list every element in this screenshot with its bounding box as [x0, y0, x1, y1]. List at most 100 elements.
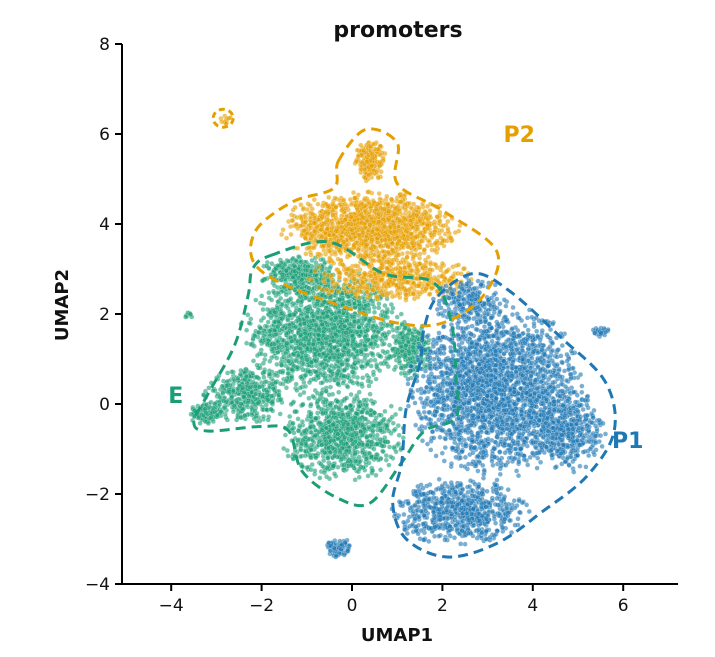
scatter-point [388, 403, 394, 409]
scatter-point [208, 415, 214, 421]
scatter-point [276, 392, 282, 398]
scatter-point [374, 441, 380, 447]
scatter-point [391, 444, 397, 450]
scatter-point [245, 400, 251, 406]
scatter-point [305, 306, 311, 313]
scatter-point [352, 319, 358, 325]
scatter-point [278, 362, 285, 368]
scatter-point [257, 300, 263, 306]
scatter-point [277, 397, 283, 403]
scatter-point [350, 369, 356, 375]
scatter-point [322, 365, 328, 371]
scatter-point [315, 253, 321, 259]
scatter-point [307, 424, 313, 430]
scatter-point [333, 228, 339, 234]
scatter-point [333, 315, 339, 321]
scatter-point [399, 334, 406, 340]
scatter-point [269, 297, 275, 303]
scatter-point [359, 432, 365, 438]
scatter-point [315, 373, 321, 379]
scatter-point [260, 306, 266, 313]
scatter-point [334, 371, 340, 377]
scatter-point [197, 420, 203, 426]
scatter-point [279, 310, 285, 316]
scatter-point [250, 379, 256, 385]
scatter-point [397, 358, 403, 364]
scatter-point [368, 454, 375, 460]
scatter-point [326, 242, 332, 248]
scatter-point [269, 399, 275, 405]
scatter-point [354, 374, 361, 381]
scatter-point [317, 420, 323, 426]
scatter-point [319, 214, 325, 220]
scatter-point [226, 389, 232, 395]
scatter-point [294, 409, 300, 415]
scatter-point [331, 471, 338, 477]
scatter-point [266, 371, 272, 377]
scatter-point [362, 209, 369, 215]
scatter-point [269, 393, 275, 399]
scatter-point [359, 364, 365, 370]
scatter-point [272, 309, 278, 315]
scatter-point [362, 343, 368, 349]
scatter-point [295, 352, 302, 358]
scatter-point [352, 305, 358, 311]
scatter-point [350, 441, 356, 447]
scatter-point [385, 364, 391, 370]
scatter-point [306, 379, 313, 386]
scatter-point [308, 252, 314, 258]
scatter-point [413, 247, 419, 253]
scatter-point [304, 206, 310, 213]
scatter-point [255, 400, 261, 406]
scatter-point [434, 214, 440, 220]
scatter-point [407, 356, 413, 362]
scatter-point [254, 362, 260, 368]
scatter-point [313, 358, 319, 364]
scatter-point [285, 317, 291, 323]
scatter-point [376, 305, 382, 311]
scatter-point [283, 330, 289, 336]
scatter-point [384, 193, 390, 199]
scatter-point [351, 314, 357, 320]
scatter-point [356, 454, 362, 460]
scatter-point [300, 367, 306, 373]
scatter-point [291, 430, 297, 436]
scatter-point [292, 204, 298, 211]
scatter-point [406, 200, 412, 206]
scatter-point [379, 338, 385, 344]
scatter-point [328, 438, 334, 444]
scatter-point [277, 335, 283, 341]
chart-title: promoters [333, 18, 462, 43]
scatter-point [279, 231, 285, 238]
scatter-point [253, 297, 259, 303]
scatter-point [346, 299, 352, 305]
scatter-point [264, 341, 271, 347]
scatter-point [359, 329, 365, 335]
scatter-point [345, 221, 351, 227]
scatter-point [323, 425, 329, 431]
scatter-point [303, 212, 309, 218]
scatter-point [345, 341, 351, 347]
scatter-point [258, 325, 264, 331]
scatter-point [275, 263, 281, 269]
scatter-point [414, 212, 420, 219]
scatter-point [356, 227, 362, 233]
scatter-point [292, 279, 298, 285]
scatter-point [289, 366, 295, 372]
scatter-point [326, 232, 332, 238]
scatter-point [354, 380, 360, 386]
scatter-point [345, 414, 352, 420]
scatter-point [344, 317, 350, 324]
scatter-point [187, 311, 193, 317]
scatter-point [319, 390, 325, 396]
scatter-point [250, 370, 256, 376]
scatter-point [258, 351, 265, 357]
scatter-point [353, 423, 359, 429]
scatter-point [325, 445, 332, 451]
scatter-point [240, 385, 246, 391]
scatter-point [318, 461, 324, 467]
scatter-point [303, 295, 309, 301]
scatter-point [309, 418, 315, 424]
scatter-point [371, 309, 378, 315]
scatter-point [378, 467, 384, 473]
